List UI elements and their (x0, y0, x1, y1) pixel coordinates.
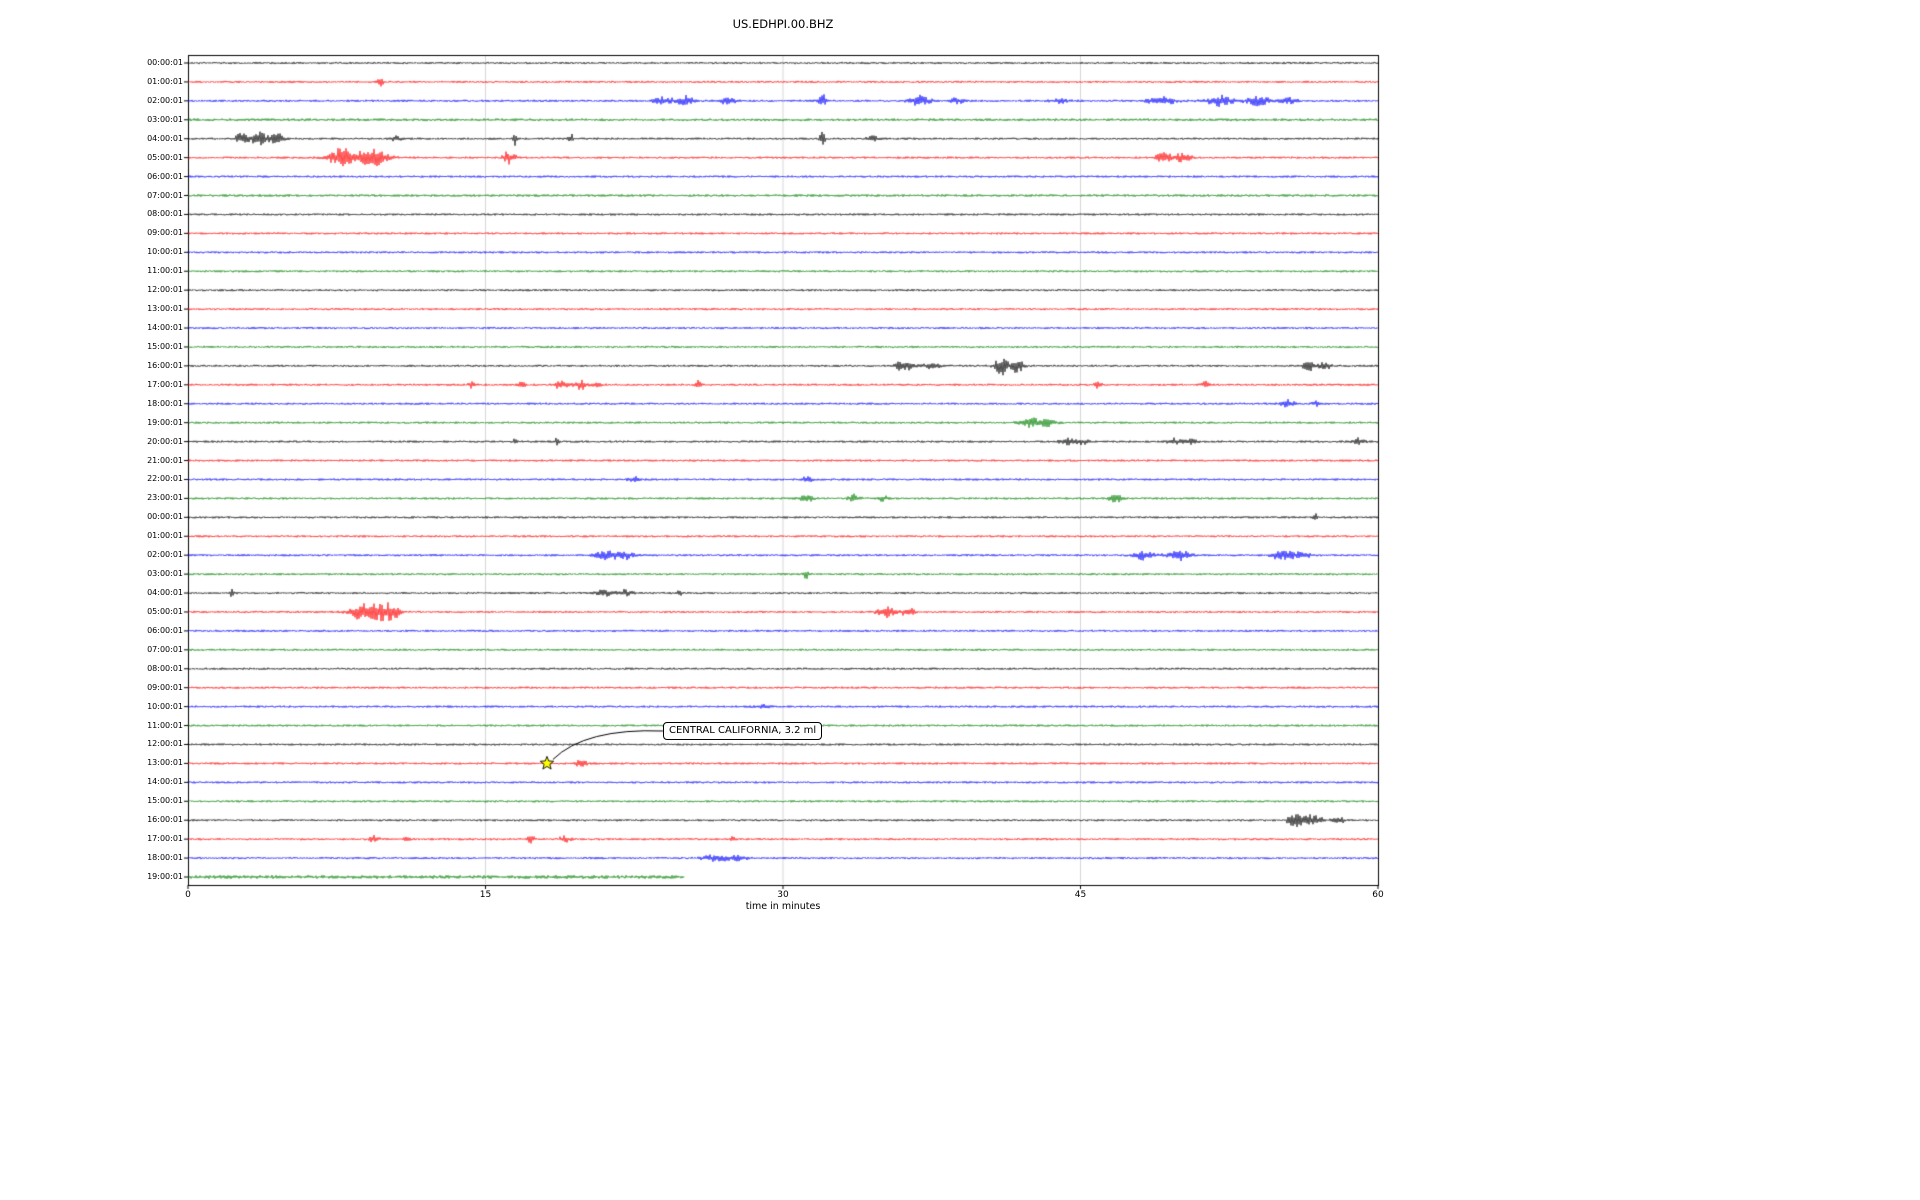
y-axis-label: 19:00:01 (147, 872, 183, 881)
y-axis-label: 12:00:01 (147, 739, 183, 749)
y-axis-label: 21:00:01 (147, 455, 183, 465)
y-axis-label: 17:00:01 (147, 834, 183, 844)
y-axis-label: 08:00:01 (147, 663, 183, 673)
y-axis-label: 16:00:01 (147, 360, 183, 370)
y-axis-label: 18:00:01 (147, 853, 183, 863)
plot-title: US.EDHPI.00.BHZ (732, 17, 834, 31)
y-axis-label: 10:00:01 (147, 247, 183, 257)
y-axis-label: 10:00:01 (147, 701, 183, 711)
y-axis-label: 03:00:01 (147, 114, 183, 124)
y-axis-label: 14:00:01 (147, 777, 183, 787)
y-axis-label: 17:00:01 (147, 379, 183, 389)
y-axis-label: 00:00:01 (147, 58, 183, 67)
y-axis-label: 15:00:01 (147, 341, 183, 351)
x-axis-tick-label: 45 (1074, 890, 1087, 900)
y-axis-label: 12:00:01 (147, 285, 183, 295)
y-axis-label: 18:00:01 (147, 398, 183, 408)
x-axis-tick-label: 60 (1372, 890, 1384, 900)
y-axis-label: 22:00:01 (147, 474, 183, 484)
y-axis-label: 03:00:01 (147, 569, 183, 579)
y-axis-label: 09:00:01 (147, 228, 183, 238)
y-axis-label: 07:00:01 (147, 190, 183, 200)
y-axis-label: 13:00:01 (147, 304, 183, 314)
y-axis-label: 04:00:01 (147, 588, 183, 598)
y-axis-label: 13:00:01 (147, 758, 183, 768)
y-axis-label: 11:00:01 (147, 266, 183, 276)
y-axis-label: 01:00:01 (147, 76, 183, 86)
y-axis-label: 15:00:01 (147, 796, 183, 806)
y-axis-label: 23:00:01 (147, 493, 183, 503)
y-axis-label: 02:00:01 (147, 550, 183, 560)
y-axis-label: 09:00:01 (147, 682, 183, 692)
y-axis-label: 16:00:01 (147, 815, 183, 825)
y-axis-label: 02:00:01 (147, 95, 183, 105)
y-axis-label: 05:00:01 (147, 152, 183, 162)
y-axis-label: 05:00:01 (147, 606, 183, 616)
y-axis-label: 11:00:01 (147, 720, 183, 730)
y-axis-label: 08:00:01 (147, 209, 183, 219)
y-axis-label: 06:00:01 (147, 171, 183, 181)
y-axis-label: 04:00:01 (147, 133, 183, 143)
x-axis-tick-label: 0 (185, 890, 191, 900)
x-axis-tick-label: 15 (479, 890, 492, 900)
y-axis-label: 20:00:01 (147, 436, 183, 446)
x-axis-tick-label: 30 (777, 890, 789, 900)
y-axis-label: 14:00:01 (147, 323, 183, 333)
y-axis-label: 00:00:01 (147, 512, 183, 522)
y-axis-label: 19:00:01 (147, 417, 183, 427)
y-axis-label: 01:00:01 (147, 531, 183, 541)
event-annotation-label: CENTRAL CALIFORNIA, 3.2 ml (663, 722, 823, 740)
y-axis-label: 06:00:01 (147, 625, 183, 635)
x-axis-title: time in minutes (745, 901, 821, 912)
y-axis-label: 07:00:01 (147, 644, 183, 654)
